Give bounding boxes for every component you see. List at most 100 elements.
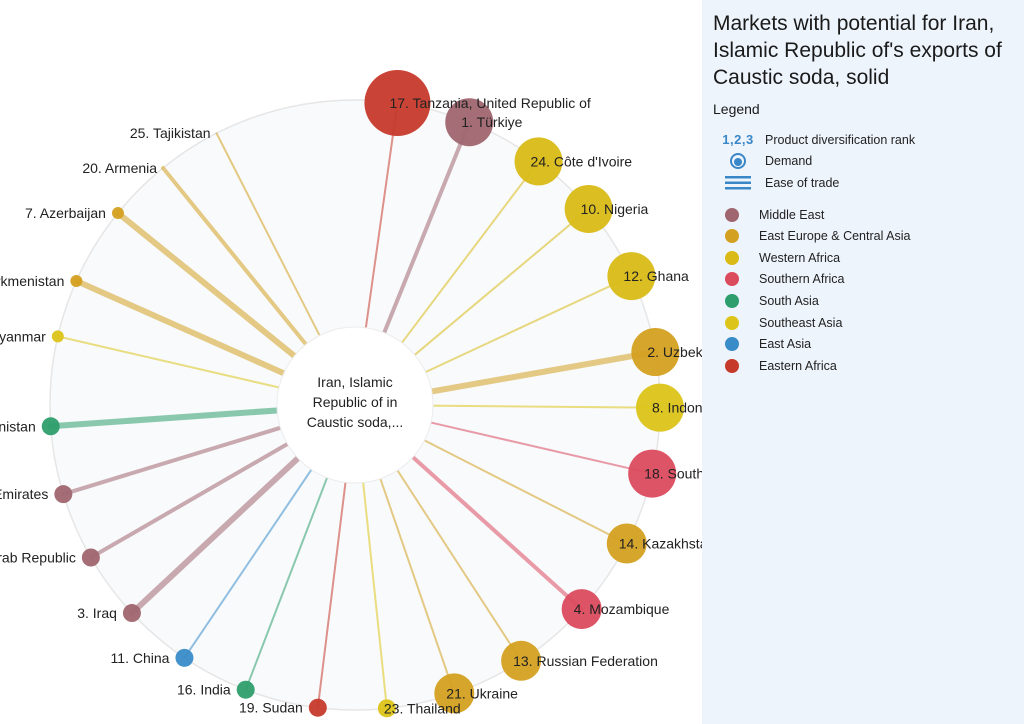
market-label: 10. Nigeria bbox=[581, 201, 649, 217]
market-label: 4. Mozambique bbox=[574, 601, 670, 617]
market-spoke bbox=[128, 451, 305, 617]
region-legend: Middle East East Europe & Central Asia Wes… bbox=[713, 204, 1014, 377]
market-node bbox=[111, 207, 124, 220]
region-legend-label: Middle East bbox=[759, 207, 825, 222]
region-color-dot bbox=[725, 315, 739, 330]
market-spoke bbox=[409, 207, 590, 360]
region-legend-label: East Europe & Central Asia bbox=[759, 229, 911, 244]
market-label: 17. Tanzania, United Republic of bbox=[389, 95, 590, 111]
region-legend-label: East Asia bbox=[759, 337, 812, 352]
market-label: 11. China bbox=[111, 650, 170, 666]
market-spoke bbox=[426, 404, 661, 409]
market-label: Turkmenistan bbox=[0, 418, 36, 434]
region-legend-item: Eastern Africa bbox=[713, 355, 1014, 377]
market-label: Myanmar bbox=[0, 328, 46, 344]
ease-of-trade-lines-icon bbox=[717, 175, 759, 191]
market-node bbox=[122, 604, 141, 623]
region-legend-item: Western Africa bbox=[713, 247, 1014, 269]
market-label: 21. Ukraine bbox=[446, 685, 518, 701]
region-legend-label: Eastern Africa bbox=[759, 358, 837, 373]
market-node bbox=[364, 69, 431, 136]
market-label: 2. Uzbekistan bbox=[647, 344, 702, 360]
market-node bbox=[51, 330, 64, 343]
market-spoke bbox=[393, 465, 523, 662]
market-spoke bbox=[161, 165, 312, 351]
rank-numbers-icon: 1,2,3 bbox=[722, 132, 754, 148]
region-color-dot bbox=[725, 207, 739, 222]
region-legend-item: East Asia bbox=[713, 333, 1014, 355]
market-label: 3. Iraq bbox=[77, 605, 117, 621]
market-spoke bbox=[425, 420, 654, 475]
legend-demand-label: Demand bbox=[765, 154, 813, 169]
region-color-dot bbox=[725, 358, 739, 373]
market-node bbox=[70, 274, 83, 287]
region-color-dot bbox=[725, 272, 739, 287]
radial-chart: Iran, Islamic Republic of in Caustic soda,… bbox=[0, 69, 702, 718]
market-label: Syrian Arab Republic bbox=[0, 550, 76, 566]
region-legend-item: South Asia bbox=[713, 290, 1014, 312]
region-legend-item: Middle East bbox=[713, 204, 1014, 226]
market-spoke bbox=[380, 120, 472, 340]
market-spoke bbox=[47, 407, 286, 430]
market-node bbox=[561, 589, 602, 630]
market-node bbox=[607, 252, 656, 301]
region-color-dot bbox=[725, 293, 739, 308]
market-node bbox=[628, 449, 677, 498]
market-spoke bbox=[244, 472, 330, 691]
center-hub: Iran, Islamic Republic of in Caustic soda,… bbox=[276, 326, 434, 484]
market-label: 13. Russian Federation bbox=[513, 653, 658, 669]
market-spoke bbox=[183, 464, 316, 659]
market-node bbox=[445, 98, 494, 147]
market-spoke bbox=[419, 437, 628, 545]
market-node bbox=[434, 673, 475, 714]
market-spoke bbox=[316, 476, 348, 709]
market-spoke bbox=[377, 473, 456, 695]
market-label: 1. Türkiye bbox=[461, 114, 522, 130]
market-node bbox=[501, 640, 542, 681]
market-node bbox=[81, 548, 100, 567]
market-spoke bbox=[397, 160, 540, 348]
market-spoke bbox=[215, 132, 323, 341]
market-spoke bbox=[364, 101, 399, 334]
market-label: 16. India bbox=[177, 682, 231, 698]
market-label: 12. Ghana bbox=[623, 268, 689, 284]
label-layer: 17. Tanzania, United Republic of 1. Türki… bbox=[0, 95, 702, 716]
market-label: 19. Sudan bbox=[239, 700, 303, 716]
market-node bbox=[308, 698, 327, 717]
market-spoke bbox=[56, 335, 285, 390]
demand-circle-icon bbox=[717, 152, 759, 170]
region-legend-label: Southern Africa bbox=[759, 272, 845, 287]
hub-label-line: Caustic soda,... bbox=[307, 414, 404, 430]
market-spoke bbox=[407, 451, 584, 612]
region-legend-label: South Asia bbox=[759, 293, 819, 308]
market-label: 18. South Africa bbox=[644, 466, 702, 482]
market-node bbox=[175, 648, 194, 667]
market-spoke bbox=[423, 349, 659, 396]
market-node bbox=[377, 699, 396, 718]
market-node bbox=[54, 485, 73, 504]
market-label: 14. Kazakhstan bbox=[619, 535, 702, 551]
market-label: 23. Thailand bbox=[384, 700, 461, 716]
hub-label-line: Iran, Islamic bbox=[317, 374, 392, 390]
hub-circle bbox=[276, 326, 434, 484]
side-panel: Markets with potential for Iran, Islamic… bbox=[702, 0, 1024, 724]
legend-rank-row: 1,2,3 Product diversification rank bbox=[713, 129, 1014, 151]
panel-title: Markets with potential for Iran, Islamic… bbox=[713, 12, 1002, 89]
legend-title: Legend bbox=[713, 101, 760, 117]
market-spoke bbox=[88, 439, 294, 560]
hub-label-line: Republic of in bbox=[313, 394, 398, 410]
market-node bbox=[514, 137, 563, 186]
market-spoke bbox=[73, 277, 292, 379]
market-node bbox=[564, 184, 613, 233]
market-node bbox=[236, 680, 255, 699]
market-spoke bbox=[61, 424, 288, 497]
market-spoke bbox=[361, 476, 388, 710]
market-node bbox=[41, 417, 60, 436]
node-layer bbox=[41, 69, 684, 718]
region-color-dot bbox=[725, 337, 739, 352]
market-label: 7. Azerbaijan bbox=[25, 205, 106, 221]
legend-rank-label: Product diversification rank bbox=[765, 132, 916, 147]
market-label: 24. Côte d'Ivoire bbox=[531, 153, 633, 169]
market-spoke bbox=[420, 275, 633, 376]
region-color-dot bbox=[725, 250, 739, 265]
